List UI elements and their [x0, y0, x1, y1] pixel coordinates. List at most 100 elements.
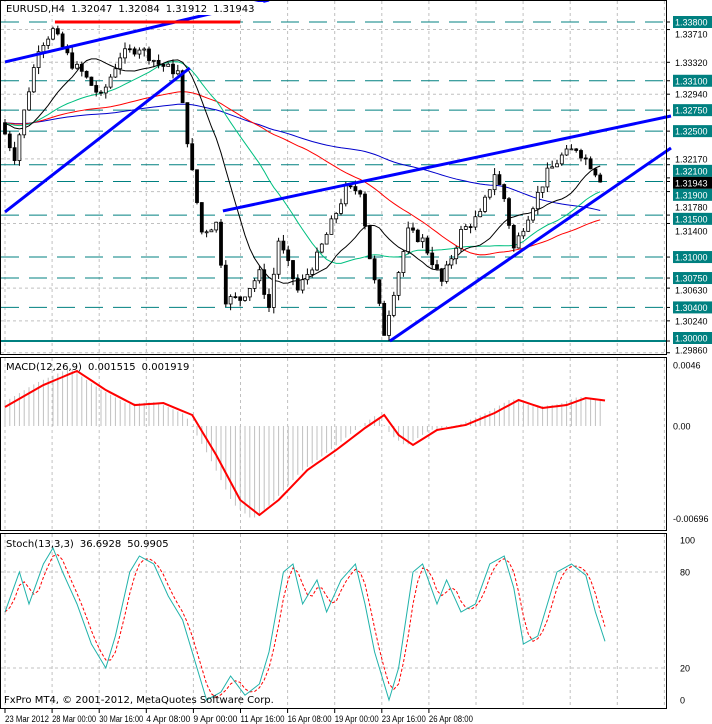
- candle-body: [233, 296, 238, 299]
- stoch-label: Stoch(13,3,3): [6, 539, 74, 550]
- candle-body: [420, 237, 425, 243]
- level-price-tag: [673, 301, 712, 314]
- time-tick-label: 23 Apr 16:00: [382, 714, 426, 724]
- candle-body: [492, 174, 497, 191]
- candle-body: [156, 59, 161, 65]
- candle-body: [497, 174, 502, 185]
- candle-body: [276, 240, 281, 275]
- price-tick-label: 1.31400: [675, 226, 708, 236]
- trendline: [222, 114, 672, 213]
- candle-body: [550, 166, 555, 169]
- candle-body: [367, 225, 372, 260]
- candle-body: [286, 249, 291, 261]
- candle-body: [199, 202, 204, 233]
- candle-body: [439, 268, 444, 282]
- candle-body: [483, 196, 487, 212]
- candle-body: [3, 122, 7, 135]
- level-price-label: 1.30400: [675, 303, 708, 313]
- candle-body: [574, 148, 579, 151]
- candle-body: [113, 68, 118, 78]
- moving-average-100: [4, 103, 601, 212]
- candle-body: [22, 109, 27, 136]
- candle-body: [171, 63, 175, 75]
- candle-body: [281, 240, 286, 251]
- candle-body: [166, 63, 171, 67]
- candle-body: [75, 63, 79, 69]
- trendline: [389, 146, 672, 343]
- candle-body: [391, 294, 396, 316]
- time-axis: 23 Mar 2012 28 Mar 00:00 30 Mar 16:00 4 Apr…: [4, 709, 473, 724]
- macd-tick-label: -0.00696: [673, 514, 709, 524]
- candle-body: [540, 186, 545, 193]
- candle-body: [243, 296, 247, 301]
- candle-body: [247, 288, 252, 298]
- candle-body: [238, 296, 243, 301]
- price-tick-label: 1.30630: [675, 286, 708, 296]
- candle-body: [70, 52, 75, 69]
- candle-body: [17, 134, 22, 161]
- candle-body: [535, 191, 540, 210]
- level-price-label: 1.30000: [675, 334, 708, 344]
- candle-body: [310, 269, 315, 275]
- macd-signal-value: 0.001919: [142, 362, 190, 373]
- candle-body: [31, 67, 36, 93]
- candle-body: [295, 278, 300, 291]
- candle-body: [41, 45, 46, 53]
- candle-body: [252, 280, 257, 289]
- time-tick-label: 28 Mar 00:00: [52, 714, 96, 724]
- level-price-label: 1.30750: [675, 274, 708, 284]
- candle-body: [382, 302, 387, 336]
- candle-body: [449, 258, 454, 266]
- candle-body: [267, 294, 271, 308]
- moving-average-14: [4, 58, 601, 284]
- candle-body: [387, 314, 391, 336]
- candle-body: [209, 229, 214, 233]
- stoch-main-line: [4, 546, 606, 702]
- candle-body: [94, 85, 99, 93]
- time-tick-label: 26 Apr 08:00: [429, 714, 473, 724]
- time-tick-label: 11 Apr 16:00: [241, 714, 285, 724]
- level-price-tag: [673, 104, 712, 117]
- candle-body: [339, 203, 343, 214]
- level-price-tag: [673, 251, 712, 264]
- candle-body: [579, 150, 583, 159]
- level-price-label: 1.31900: [675, 190, 708, 200]
- ohlc-close: 1.31943: [213, 4, 254, 15]
- candle-body: [262, 269, 267, 295]
- level-price-tag: [673, 332, 712, 344]
- candle-body: [223, 264, 228, 305]
- macd-panel: [4, 369, 606, 518]
- moving-average-30: [4, 61, 601, 264]
- stoch-panel: [4, 546, 606, 702]
- level-price-label: 1.32100: [675, 166, 708, 176]
- macd-main-value: 0.001515: [88, 362, 136, 373]
- candle-body: [545, 167, 550, 188]
- candle-body: [137, 49, 142, 55]
- candle-body: [358, 190, 363, 195]
- candle-body: [51, 28, 55, 40]
- candle-body: [353, 186, 358, 192]
- candle-body: [435, 264, 439, 270]
- stoch-tick-label: 20: [680, 664, 690, 674]
- candle-body: [305, 274, 310, 281]
- time-tick-label: 23 Mar 2012: [5, 714, 49, 724]
- price-tick-label: 1.31780: [675, 202, 708, 212]
- candle-body: [60, 33, 65, 48]
- candle-body: [147, 48, 151, 61]
- candle-body: [324, 233, 329, 245]
- time-tick-label: 16 Apr 08:00: [288, 714, 332, 724]
- candle-body: [195, 169, 199, 203]
- candle-body: [315, 251, 319, 271]
- candle-body: [257, 269, 262, 282]
- macd-tick-label: 0.00: [673, 422, 691, 432]
- candle-body: [516, 235, 521, 249]
- stoch-tick-label: 80: [680, 568, 690, 578]
- moving-average-60: [4, 91, 601, 256]
- candle-body: [151, 59, 156, 62]
- trendlines[interactable]: [4, 0, 672, 343]
- main-panel-frame: [0, 0, 667, 355]
- candle-body: [132, 48, 137, 55]
- candle-body: [127, 48, 132, 51]
- stoch-tick-label: 100: [680, 536, 695, 546]
